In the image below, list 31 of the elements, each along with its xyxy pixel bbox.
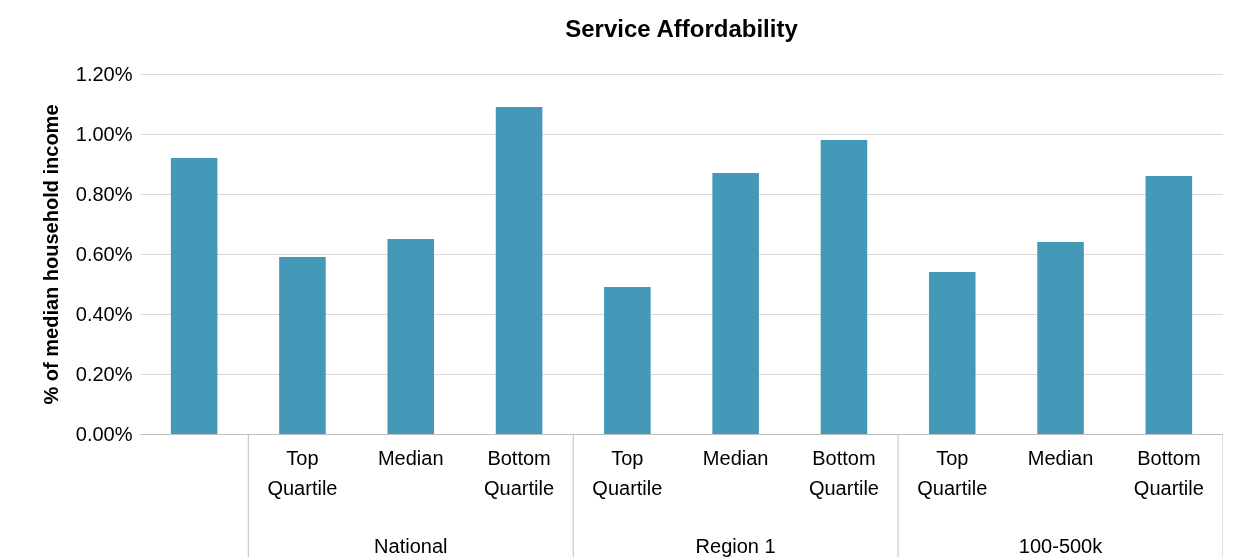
bar (1037, 242, 1084, 434)
y-tick-label: 0.20% (75, 362, 133, 385)
bar (279, 257, 326, 434)
x-tick-label: Bottom Quartile (484, 446, 555, 499)
x-tick-label: Median (1027, 446, 1094, 469)
bar (387, 239, 435, 434)
chart-title: Service Affordability (565, 15, 799, 42)
x-tick-label: Top Quartile (267, 446, 338, 499)
x-tick-label: Median (377, 446, 444, 469)
text: 100-500k (1018, 535, 1104, 557)
x-tick-label: Top Quartile (917, 446, 988, 499)
x-tick-label: Top Quartile (592, 446, 663, 499)
y-tick-label: 0.00% (75, 422, 133, 445)
bar (1145, 176, 1193, 434)
bar (928, 272, 976, 434)
text: National (374, 535, 448, 557)
bar (712, 173, 759, 434)
x-tick-label: Median (702, 446, 769, 469)
x-tick-label: Bottom Quartile (1133, 446, 1204, 499)
x-tick-label: Bottom Quartile (808, 446, 879, 499)
text: Region 1 (695, 535, 776, 557)
y-tick-label: 1.20% (75, 62, 133, 85)
bar (820, 140, 868, 434)
y-tick-label: 0.40% (75, 302, 133, 325)
bar (495, 107, 543, 434)
y-tick-label: 0.80% (75, 182, 133, 205)
y-tick-label: 0.60% (75, 242, 133, 265)
y-tick-label: 1.00% (75, 122, 133, 145)
y-axis-title: % of median household income (39, 104, 62, 405)
bar (170, 158, 218, 434)
bar (604, 287, 651, 434)
